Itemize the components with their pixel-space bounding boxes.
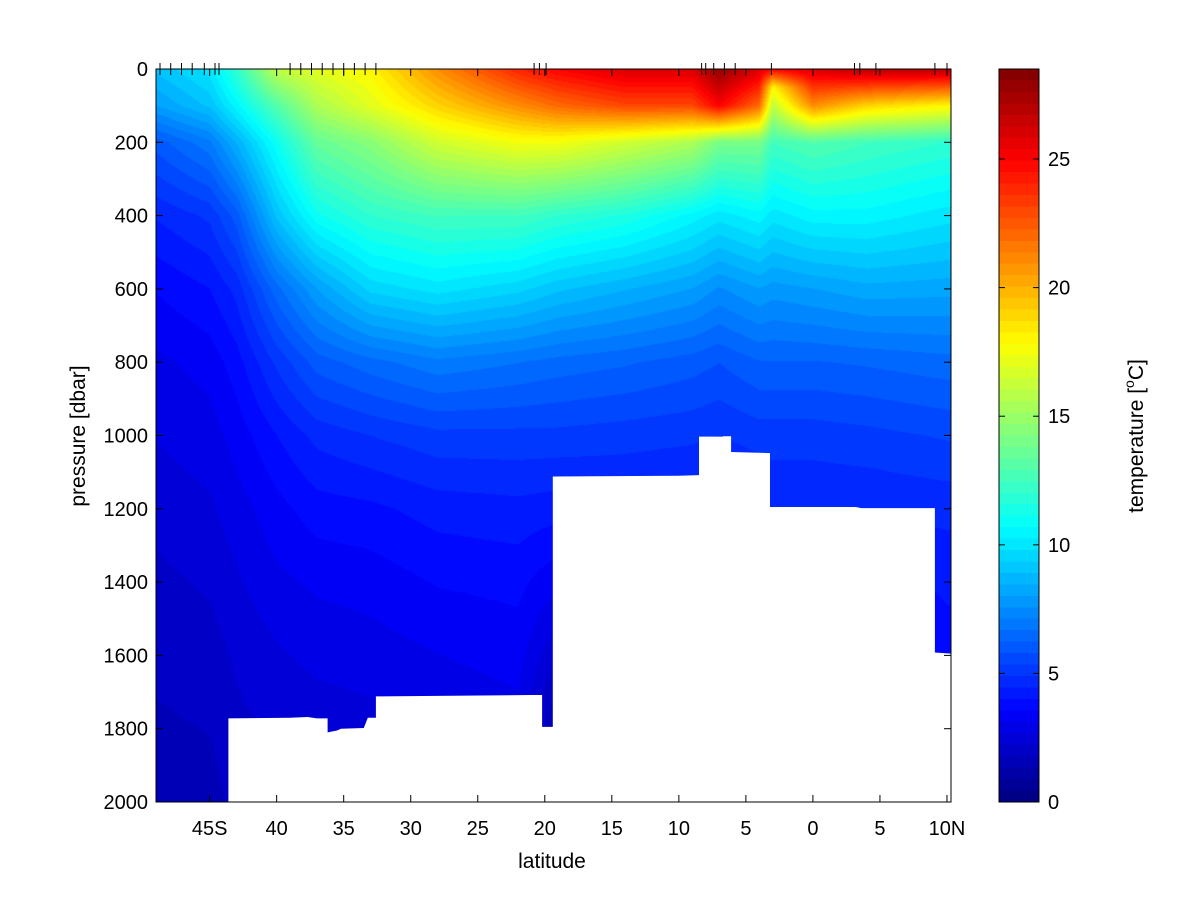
x-axis: 45S 40 35 30 25 20 15 10 5 0 5 10N: [192, 69, 966, 840]
x-axis-title: latitude: [518, 850, 586, 873]
colorbar-tick-label: 0: [1048, 792, 1059, 814]
colorbar-ticks: 0 5 10 15 20 25: [999, 149, 1070, 814]
x-tick-label: 0: [807, 818, 818, 840]
x-tick-label: 25: [467, 818, 489, 840]
colorbar-title-sup: o: [1121, 380, 1137, 388]
colorbar-title: temperature [oC]: [1121, 359, 1148, 513]
y-axis: 0 200 400 600 800 1000 1200 1400 1600 1800 2000: [104, 59, 951, 814]
x-tick-label: 5: [740, 818, 751, 840]
seafloor-mask: [156, 436, 951, 802]
colorbar-scale: [999, 69, 1039, 802]
y-tick-label: 0: [137, 59, 148, 81]
y-tick-label: 2000: [104, 792, 149, 814]
colorbar-tick-label: 15: [1048, 406, 1070, 428]
x-tick-label: 45S: [192, 818, 228, 840]
colorbar-tick-label: 25: [1048, 149, 1070, 171]
y-axis-title: pressure [dbar]: [67, 365, 90, 506]
x-tick-label: 35: [333, 818, 355, 840]
y-tick-label: 400: [115, 206, 148, 228]
x-tick-label: 10N: [929, 818, 966, 840]
y-tick-label: 1400: [104, 572, 149, 594]
y-tick-label: 1600: [104, 645, 149, 667]
seafloor-shape: [156, 436, 951, 802]
x-tick-label: 30: [400, 818, 422, 840]
x-tick-label: 40: [266, 818, 288, 840]
y-tick-label: 200: [115, 132, 148, 154]
colorbar-tick-label: 5: [1048, 663, 1059, 685]
y-tick-label: 800: [115, 352, 148, 374]
y-tick-label: 600: [115, 279, 148, 301]
y-tick-label: 1800: [104, 719, 149, 741]
colorbar-title-main: temperature [: [1125, 388, 1148, 513]
colorbar-title-unit: C]: [1125, 359, 1148, 380]
colorbar-frame: [998, 68, 1040, 803]
section-plot: 45S 40 35 30 25 20 15 10 5 0 5 10N 0 200 400 600 800 100…: [67, 59, 965, 873]
x-tick-label: 15: [601, 818, 623, 840]
colorbar-tick-label: 10: [1048, 535, 1070, 557]
colorbar-tick-label: 20: [1048, 278, 1070, 300]
x-tick-label: 10: [668, 818, 690, 840]
colorbar: 0 5 10 15 20 25 temperature [oC]: [998, 68, 1148, 814]
y-tick-label: 1000: [104, 426, 149, 448]
x-tick-label: 5: [874, 818, 885, 840]
y-tick-label: 1200: [104, 499, 149, 521]
x-tick-label: 20: [534, 818, 556, 840]
